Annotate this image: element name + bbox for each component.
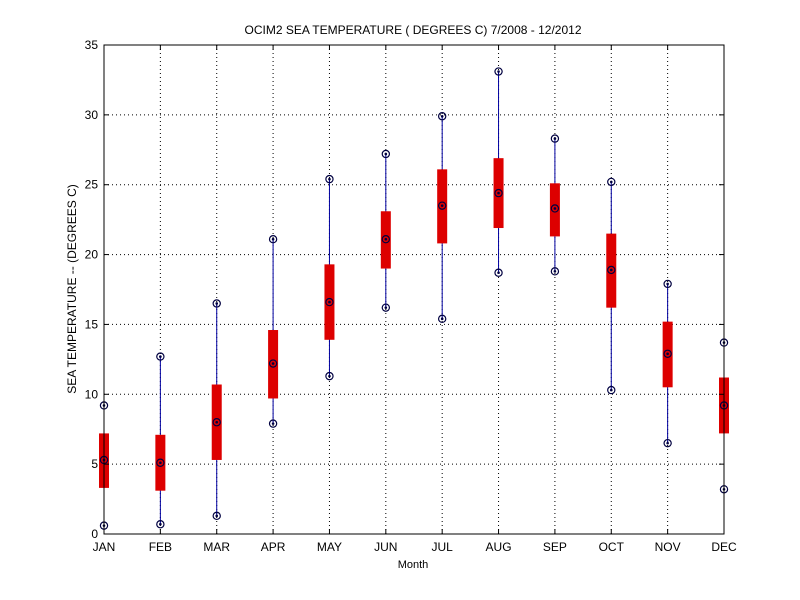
x-tick-label: JUL [432, 540, 454, 554]
min-marker-dot [271, 422, 275, 425]
max-marker [381, 149, 391, 159]
min-marker [663, 438, 672, 448]
median-marker [607, 265, 616, 275]
median-marker-dot [666, 352, 669, 356]
y-tick-label: 20 [85, 248, 99, 262]
median-marker-dot [440, 204, 444, 207]
chart-title: OCIM2 SEA TEMPERATURE ( DEGREES C) 7/200… [244, 23, 581, 37]
median-marker-dot [271, 362, 275, 365]
median-marker [494, 188, 503, 198]
max-marker [156, 352, 165, 361]
min-marker-dot [553, 270, 557, 273]
max-marker-dot [553, 137, 557, 140]
max-marker [550, 134, 560, 143]
median-marker [663, 349, 672, 358]
max-marker [494, 67, 503, 76]
median-marker [268, 359, 278, 368]
x-axis-label: Month [398, 559, 429, 571]
min-marker [325, 371, 334, 381]
min-marker [381, 303, 391, 312]
min-marker-dot [159, 522, 162, 526]
median-marker-dot [328, 300, 331, 304]
median-marker-dot [384, 237, 388, 241]
y-tick-label: 5 [91, 457, 98, 471]
x-tick-label: AUG [486, 540, 512, 554]
y-axis-label: SEA TEMPERATURE -- (DEGREES C) [65, 184, 79, 394]
min-marker-dot [215, 514, 219, 518]
min-marker-dot [497, 271, 500, 275]
min-marker-dot [328, 374, 331, 378]
median-marker-dot [553, 207, 557, 210]
axis-ticks [103, 44, 725, 535]
x-tick-label: APR [261, 540, 286, 554]
max-marker-dot [666, 282, 669, 286]
max-marker [325, 174, 334, 184]
median-marker [381, 235, 391, 244]
max-marker [607, 177, 616, 187]
median-marker [550, 204, 560, 213]
max-marker-dot [384, 152, 388, 156]
max-marker [268, 235, 278, 244]
box [549, 183, 560, 237]
min-marker-dot [384, 306, 388, 309]
median-marker-dot [497, 191, 500, 195]
min-marker [494, 268, 503, 277]
x-tick-label: MAY [317, 540, 342, 554]
x-tick-label: OCT [599, 540, 625, 554]
median-marker-dot [215, 420, 219, 424]
plot-frame [103, 44, 725, 535]
median-marker [437, 201, 447, 210]
min-marker [550, 267, 560, 276]
median-marker [212, 418, 221, 427]
x-tick-label: SEP [543, 540, 567, 554]
min-marker [437, 314, 447, 324]
min-marker [212, 511, 221, 521]
median-marker-dot [159, 461, 162, 465]
x-tick-label: JUN [374, 540, 397, 554]
min-marker [268, 419, 278, 428]
y-tick-label: 10 [85, 387, 99, 401]
y-tick-label: 35 [85, 38, 99, 52]
max-marker-dot [440, 114, 444, 118]
max-marker-dot [497, 70, 500, 73]
min-marker-dot [609, 388, 613, 392]
max-marker [212, 299, 221, 308]
max-marker-dot [328, 177, 331, 181]
x-tick-label: JAN [93, 540, 116, 554]
x-tick-label: DEC [711, 540, 737, 554]
median-marker-dot [609, 268, 613, 272]
x-tick-label: FEB [149, 540, 172, 554]
tick-labels: 0 5 10 15 20 25 30 35 JAN FEB MAR APR MAY JUN JUL AUG SE… [85, 38, 737, 554]
y-tick-label: 25 [85, 178, 99, 192]
min-marker-dot [440, 317, 444, 321]
max-marker-dot [609, 180, 613, 184]
max-marker-dot [271, 237, 275, 241]
max-marker [663, 279, 672, 289]
x-tick-label: MAR [203, 540, 230, 554]
x-tick-label: NOV [655, 540, 681, 554]
median-marker [325, 297, 334, 307]
max-marker-dot [215, 302, 219, 305]
max-marker [437, 112, 447, 121]
min-marker-dot [666, 441, 669, 445]
min-marker [156, 520, 165, 529]
max-marker-dot [159, 355, 162, 358]
median-marker [156, 458, 165, 467]
y-tick-label: 0 [91, 527, 98, 541]
min-marker [607, 385, 616, 395]
y-tick-label: 15 [85, 317, 99, 331]
y-tick-label: 30 [85, 108, 99, 122]
